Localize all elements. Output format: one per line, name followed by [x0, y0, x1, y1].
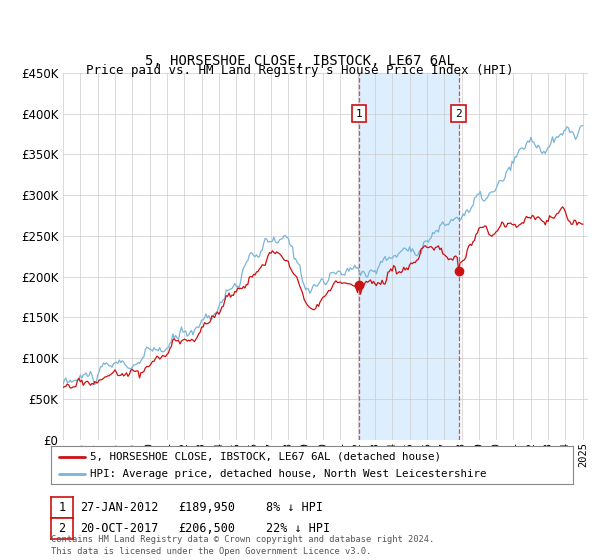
Text: 1: 1	[356, 109, 362, 119]
Text: Contains HM Land Registry data © Crown copyright and database right 2024.
This d: Contains HM Land Registry data © Crown c…	[51, 535, 434, 556]
Text: 5, HORSESHOE CLOSE, IBSTOCK, LE67 6AL: 5, HORSESHOE CLOSE, IBSTOCK, LE67 6AL	[145, 54, 455, 68]
Text: 22% ↓ HPI: 22% ↓ HPI	[266, 522, 330, 535]
Text: HPI: Average price, detached house, North West Leicestershire: HPI: Average price, detached house, Nort…	[90, 469, 487, 479]
Text: 8% ↓ HPI: 8% ↓ HPI	[266, 501, 323, 514]
Text: £206,500: £206,500	[179, 522, 236, 535]
Text: £189,950: £189,950	[179, 501, 236, 514]
Bar	[359, 73, 458, 440]
Text: 2: 2	[455, 109, 462, 119]
Text: 27-JAN-2012: 27-JAN-2012	[80, 501, 158, 514]
Text: 1: 1	[58, 501, 65, 514]
Text: 20-OCT-2017: 20-OCT-2017	[80, 522, 158, 535]
Text: 2: 2	[58, 522, 65, 535]
Text: 5, HORSESHOE CLOSE, IBSTOCK, LE67 6AL (detached house): 5, HORSESHOE CLOSE, IBSTOCK, LE67 6AL (d…	[90, 451, 441, 461]
Text: Price paid vs. HM Land Registry's House Price Index (HPI): Price paid vs. HM Land Registry's House …	[86, 64, 514, 77]
